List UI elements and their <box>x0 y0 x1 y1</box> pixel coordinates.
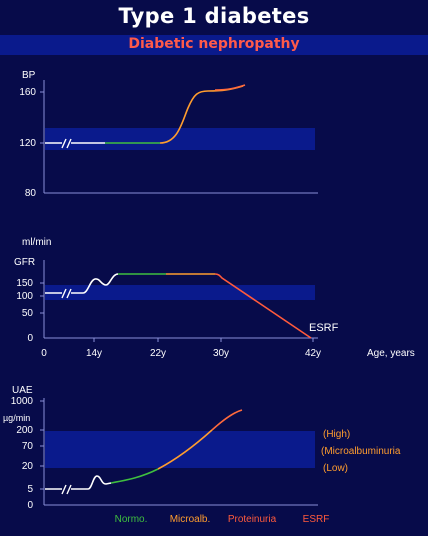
bp-tick-label: 120 <box>19 138 36 149</box>
uae-microalb-band <box>45 431 315 468</box>
uae-unit-label: µg/min <box>3 413 30 423</box>
bp-curve-proteinuria <box>214 84 246 91</box>
uae-tick-label: 1000 <box>11 396 34 407</box>
gfr-axis-label: GFR <box>14 257 35 268</box>
gfr-tick-label: 0 <box>27 333 33 344</box>
gfr-x-tick-label: 30y <box>213 348 229 359</box>
gfr-x-tick-label: 22y <box>150 348 166 359</box>
bp-panel: BP 160 120 80 <box>19 70 318 199</box>
uae-level-microalbuminuria: (Microalbuminuria <box>321 446 401 457</box>
uae-panel: UAE 1000 µg/min 200 70 20 5 0 (High) (Mi… <box>3 385 401 511</box>
uae-tick-label: 70 <box>22 441 34 452</box>
gfr-axis-break <box>61 288 72 299</box>
gfr-unit-label: ml/min <box>22 237 51 248</box>
bp-axis-break <box>61 138 72 149</box>
uae-tick-label: 20 <box>22 461 34 472</box>
stage-legend: Normo. Microalb. Proteinuria ESRF <box>115 514 330 525</box>
uae-curve-normo <box>110 468 159 484</box>
gfr-x-tick-label: 0 <box>41 348 47 359</box>
uae-tick-label: 5 <box>27 484 33 495</box>
page-title: Type 1 diabetes <box>118 4 310 28</box>
uae-curve-microalb <box>157 429 213 470</box>
bp-tick-label: 80 <box>25 188 37 199</box>
page-subtitle: Diabetic nephropathy <box>128 36 300 52</box>
gfr-curve-decline <box>214 273 312 339</box>
gfr-tick-label: 50 <box>22 308 34 319</box>
stage-proteinuria-label: Proteinuria <box>228 514 277 525</box>
gfr-panel: ml/min GFR 150 100 50 0 0 14y 22y 30y 42… <box>14 237 415 359</box>
uae-curve-proteinuria <box>211 409 243 431</box>
gfr-x-tick-label: 14y <box>86 348 102 359</box>
uae-level-high: (High) <box>323 429 350 440</box>
gfr-tick-label: 100 <box>16 291 33 302</box>
subtitle-band <box>0 35 428 55</box>
stage-esrf-label: ESRF <box>303 514 330 525</box>
uae-axis-break <box>61 484 72 495</box>
gfr-x-axis-label: Age, years <box>367 348 415 359</box>
bp-axis-label: BP <box>22 70 36 81</box>
gfr-x-tick-label: 42y <box>305 348 321 359</box>
bp-normal-band <box>45 128 315 150</box>
gfr-curve-early <box>71 273 119 294</box>
stage-normo-label: Normo. <box>115 514 148 525</box>
uae-axis-label: UAE <box>12 385 33 396</box>
bp-tick-label: 160 <box>19 87 36 98</box>
gfr-normal-band <box>45 285 315 300</box>
uae-tick-label: 200 <box>16 425 33 436</box>
gfr-tick-label: 150 <box>16 278 33 289</box>
uae-curve-early <box>71 475 112 490</box>
uae-tick-label: 0 <box>27 500 33 511</box>
uae-level-low: (Low) <box>323 463 348 474</box>
gfr-esrf-label: ESRF <box>309 322 339 334</box>
stage-microalb-label: Microalb. <box>170 514 211 525</box>
